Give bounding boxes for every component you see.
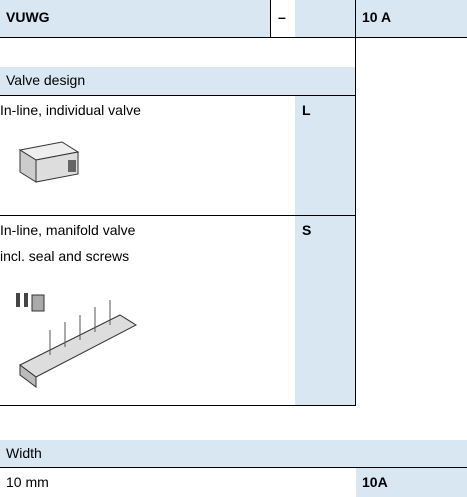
code-cell (356, 468, 467, 497)
option-text: In-line, manifold valve (0, 222, 136, 238)
code-cell (0, 0, 270, 37)
section-band (0, 440, 467, 467)
rule (0, 215, 356, 216)
option-code: S (302, 222, 312, 238)
divider (355, 0, 356, 405)
section-band (0, 67, 355, 95)
rule (0, 95, 356, 96)
code: VUWG (6, 9, 50, 25)
option-text: incl. seal and screws (0, 248, 130, 264)
option-text: 10 mm (6, 474, 49, 490)
rule (0, 405, 356, 406)
result: 10 A (362, 9, 392, 25)
manifold-icon (16, 293, 138, 388)
section-title: Valve design (6, 72, 86, 88)
divider (270, 0, 271, 37)
dash: – (278, 9, 286, 25)
valve-icon (18, 141, 80, 183)
rule (0, 37, 467, 38)
option-code: L (302, 102, 311, 118)
option-text: In-line, individual valve (0, 102, 141, 118)
option-code: 10A (362, 474, 388, 490)
rule (0, 467, 467, 468)
section-title: Width (6, 445, 42, 461)
blank-cell (295, 0, 355, 37)
code-column (295, 96, 355, 405)
result-cell (356, 0, 467, 37)
